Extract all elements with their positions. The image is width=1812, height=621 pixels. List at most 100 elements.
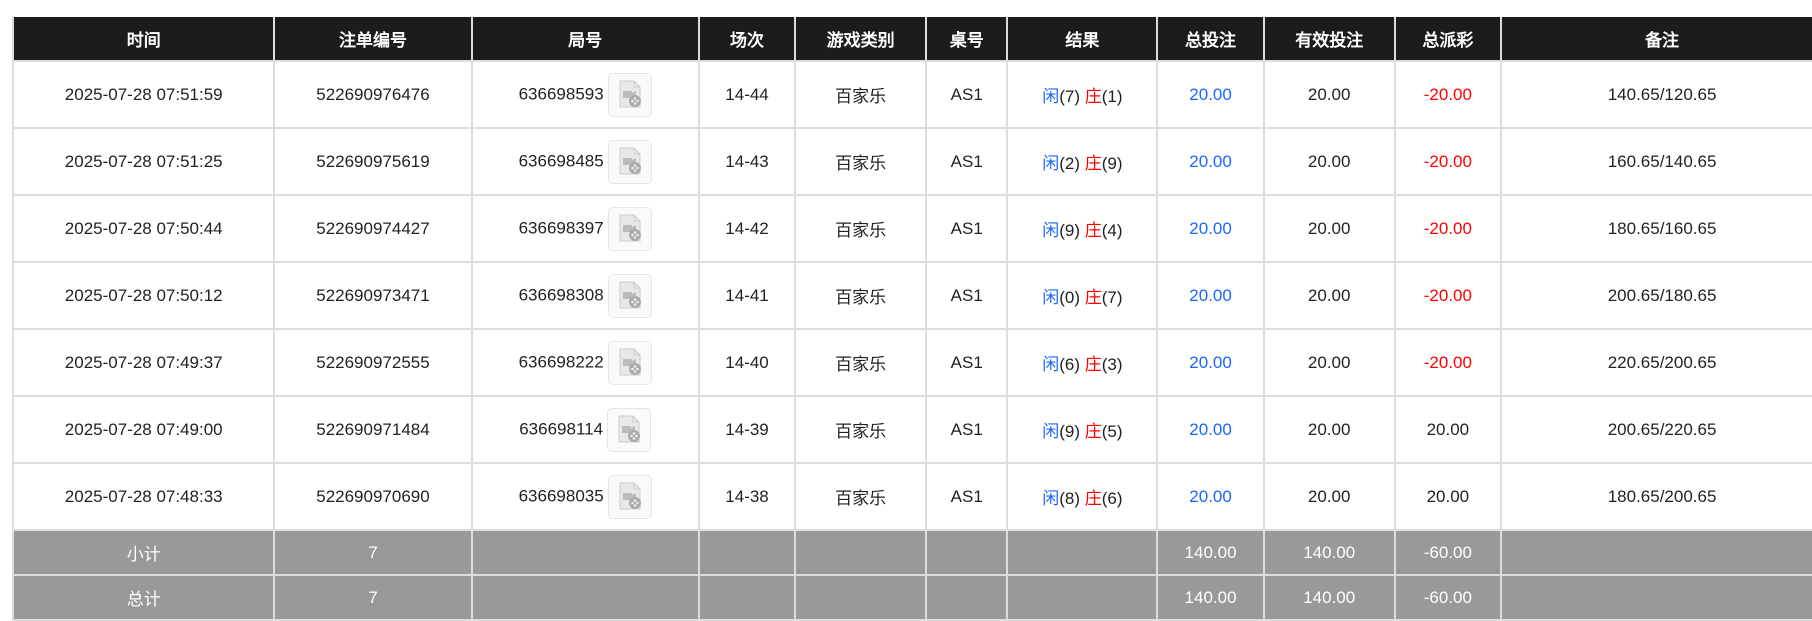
cell-round: 636698308 [470, 261, 700, 330]
cell-note: 180.65/160.65 [1500, 194, 1812, 263]
cell-round: 636698397 [470, 194, 700, 263]
header-payout: 总派彩 [1393, 17, 1503, 62]
cell-time: 2025-07-28 07:50:44 [11, 194, 276, 263]
cell-bet-id: 522690976476 [273, 60, 473, 129]
cell-round: 636698593 [470, 60, 700, 129]
cell-game-type: 百家乐 [794, 462, 928, 531]
table-row: 2025-07-28 07:49:00 522690971484 636698114… [11, 395, 1812, 464]
cell-round: 636698222 [470, 328, 700, 397]
video-file-icon[interactable] [607, 340, 652, 385]
banker-label: 庄 [1084, 288, 1102, 307]
round-number: 636698308 [518, 284, 604, 304]
cell-valid-bet: 20.00 [1262, 127, 1396, 196]
player-score: (8) [1059, 489, 1080, 508]
round-number: 636698222 [518, 351, 604, 371]
video-file-icon[interactable] [607, 474, 652, 519]
player-score: (9) [1059, 422, 1080, 441]
banker-score: (5) [1101, 422, 1123, 441]
cell-session: 14-43 [697, 127, 797, 196]
banker-label: 庄 [1084, 221, 1102, 240]
cell-total-bet: 20.00 [1156, 462, 1265, 531]
total-label: 总计 [11, 574, 276, 621]
player-score: (7) [1059, 87, 1080, 106]
banker-score: (3) [1101, 355, 1123, 374]
cell-bet-id: 522690975619 [273, 127, 473, 196]
total-count: 7 [273, 574, 473, 621]
cell-total-bet: 20.00 [1156, 60, 1265, 129]
cell-note: 140.65/120.65 [1500, 60, 1812, 129]
video-file-icon[interactable] [607, 72, 652, 117]
cell-time: 2025-07-28 07:50:12 [11, 261, 276, 330]
cell-session: 14-39 [697, 395, 797, 464]
total-valid-bet: 140.00 [1262, 574, 1396, 621]
cell-bet-id: 522690971484 [273, 395, 473, 464]
cell-result: 闲(6) 庄(3) [1006, 328, 1159, 397]
player-label: 闲 [1042, 87, 1060, 106]
cell-session: 14-42 [697, 194, 797, 263]
cell-result: 闲(8) 庄(6) [1006, 462, 1159, 531]
header-note: 备注 [1500, 17, 1812, 62]
video-file-icon[interactable] [607, 139, 652, 184]
cell-total-bet: 20.00 [1156, 194, 1265, 263]
cell-table-no: AS1 [925, 261, 1009, 330]
banker-score: (9) [1101, 154, 1123, 173]
cell-note: 220.65/200.65 [1500, 328, 1812, 397]
header-table-no: 桌号 [925, 17, 1009, 62]
cell-time: 2025-07-28 07:48:33 [11, 462, 276, 531]
cell-table-no: AS1 [925, 60, 1009, 129]
banker-score: (7) [1101, 288, 1123, 307]
player-label: 闲 [1042, 221, 1060, 240]
cell-note: 200.65/220.65 [1500, 395, 1812, 464]
cell-game-type: 百家乐 [794, 127, 928, 196]
banker-label: 庄 [1084, 87, 1102, 106]
cell-payout: -20.00 [1393, 194, 1503, 263]
cell-bet-id: 522690973471 [273, 261, 473, 330]
cell-valid-bet: 20.00 [1262, 462, 1396, 531]
bet-records-table: 时间 注单编号 局号 场次 游戏类别 桌号 结果 总投注 有效投注 总派彩 备注 2025-07-2… [11, 17, 1812, 621]
player-label: 闲 [1042, 422, 1060, 441]
table-row: 2025-07-28 07:51:25 522690975619 636698485… [11, 127, 1812, 196]
cell-bet-id: 522690972555 [273, 328, 473, 397]
player-score: (0) [1059, 288, 1080, 307]
cell-note: 180.65/200.65 [1500, 462, 1812, 531]
cell-round: 636698035 [470, 462, 700, 531]
video-file-icon[interactable] [607, 407, 652, 452]
banker-label: 庄 [1084, 422, 1102, 441]
cell-time: 2025-07-28 07:51:59 [11, 60, 276, 129]
round-number: 636698593 [518, 83, 604, 103]
cell-total-bet: 20.00 [1156, 395, 1265, 464]
player-label: 闲 [1042, 154, 1060, 173]
cell-session: 14-41 [697, 261, 797, 330]
banker-score: (4) [1101, 221, 1123, 240]
video-file-icon[interactable] [607, 273, 652, 318]
header-game-type: 游戏类别 [794, 17, 928, 62]
header-session: 场次 [697, 17, 797, 62]
video-file-icon[interactable] [607, 206, 652, 251]
banker-label: 庄 [1084, 154, 1102, 173]
round-number: 636698035 [518, 485, 604, 505]
header-bet-id: 注单编号 [273, 17, 473, 62]
cell-valid-bet: 20.00 [1262, 328, 1396, 397]
header-result: 结果 [1006, 17, 1159, 62]
total-row: 总计 7 140.00 140.00 -60.00 [11, 574, 1812, 621]
player-score: (6) [1059, 355, 1080, 374]
total-total-bet: 140.00 [1156, 574, 1265, 621]
cell-session: 14-44 [697, 60, 797, 129]
banker-score: (6) [1101, 489, 1123, 508]
round-number: 636698114 [519, 418, 604, 438]
cell-table-no: AS1 [925, 395, 1009, 464]
cell-note: 200.65/180.65 [1500, 261, 1812, 330]
header-row: 时间 注单编号 局号 场次 游戏类别 桌号 结果 总投注 有效投注 总派彩 备注 [11, 17, 1812, 62]
cell-game-type: 百家乐 [794, 261, 928, 330]
header-valid-bet: 有效投注 [1262, 17, 1396, 62]
round-number: 636698485 [518, 150, 604, 170]
cell-table-no: AS1 [925, 462, 1009, 531]
cell-time: 2025-07-28 07:49:37 [11, 328, 276, 397]
cell-result: 闲(2) 庄(9) [1006, 127, 1159, 196]
cell-payout: -20.00 [1393, 261, 1503, 330]
cell-game-type: 百家乐 [794, 60, 928, 129]
banker-label: 庄 [1084, 489, 1102, 508]
cell-result: 闲(0) 庄(7) [1006, 261, 1159, 330]
player-label: 闲 [1042, 288, 1060, 307]
cell-valid-bet: 20.00 [1262, 261, 1396, 330]
